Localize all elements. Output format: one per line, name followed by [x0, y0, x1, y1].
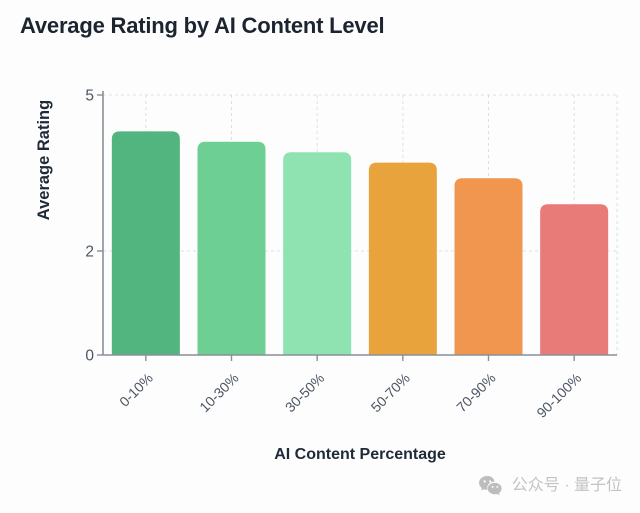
- bar-chart: 0 2 5 0-10% 10-30% 30-50% 50-70% 70-90% 90-100% A…: [35, 88, 618, 421]
- bar-10-30%[interactable]: [197, 141, 266, 355]
- x-tick-label: 90-100%: [533, 370, 584, 421]
- x-axis-title: AI Content Percentage: [274, 446, 446, 463]
- watermark: 公众号 · 量子位: [478, 474, 622, 498]
- bar-30-50%[interactable]: [283, 152, 352, 355]
- x-tick-label: 10-30%: [196, 370, 241, 415]
- y-tick-label: 2: [85, 244, 94, 261]
- x-tick-label: 50-70%: [368, 370, 413, 415]
- bar-70-90%[interactable]: [454, 178, 523, 355]
- page-title: Average Rating by AI Content Level: [20, 13, 385, 38]
- x-tick-label: 0-10%: [116, 370, 156, 410]
- y-tick-label: 0: [85, 348, 94, 365]
- x-tick-label: 70-90%: [453, 370, 498, 415]
- y-tick-label: 5: [85, 88, 94, 105]
- y-axis-title: Average Rating: [35, 100, 53, 220]
- bar-90-100%[interactable]: [540, 204, 609, 355]
- watermark-text: 公众号 · 量子位: [511, 477, 622, 494]
- wechat-icon: [478, 475, 502, 495]
- x-tick-label: 30-50%: [282, 370, 327, 415]
- bar-0-10%[interactable]: [111, 131, 180, 355]
- bar-50-70%[interactable]: [368, 162, 437, 355]
